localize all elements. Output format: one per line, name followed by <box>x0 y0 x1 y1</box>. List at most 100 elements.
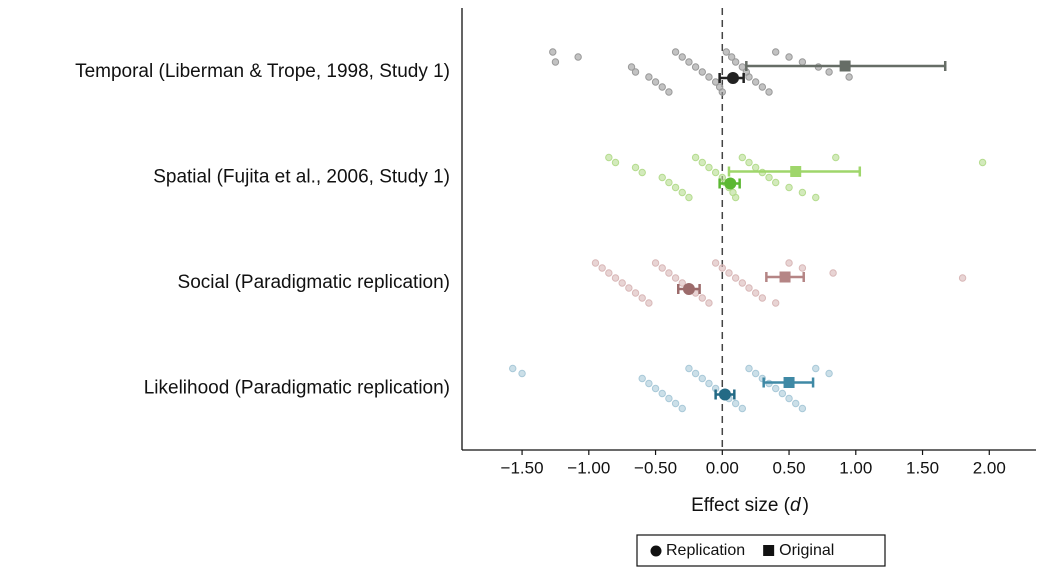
study-point <box>618 279 626 287</box>
study-point <box>631 289 640 297</box>
estimate-marker <box>724 177 737 190</box>
study-point <box>627 63 636 71</box>
study-point <box>978 158 987 167</box>
x-axis-title-part: ) <box>803 495 809 516</box>
study-point <box>829 269 837 277</box>
study-point <box>711 168 720 177</box>
study-point <box>958 274 967 282</box>
study-point <box>658 389 666 398</box>
study-point <box>785 53 793 61</box>
estimate-marker <box>783 377 795 388</box>
legend-marker <box>763 545 775 556</box>
study-point <box>745 364 753 373</box>
study-point <box>765 88 773 96</box>
study-point <box>798 188 807 197</box>
study-point <box>658 173 666 182</box>
study-point <box>678 279 686 287</box>
study-point <box>631 163 640 172</box>
study-point <box>771 299 780 307</box>
x-axis-title-part: d <box>790 495 802 516</box>
x-tick-label: 0.00 <box>706 458 739 477</box>
study-point <box>825 68 833 76</box>
study-point <box>678 53 686 61</box>
estimate-marker <box>779 271 791 283</box>
study-point <box>751 78 760 86</box>
x-tick-label: −1.00 <box>567 458 610 477</box>
study-point <box>549 48 557 56</box>
study-point <box>611 274 620 282</box>
study-point <box>745 73 753 81</box>
study-point <box>671 183 680 192</box>
study-point <box>645 379 653 388</box>
study-point <box>651 259 660 267</box>
study-point <box>731 399 740 408</box>
study-point <box>551 58 560 66</box>
study-point <box>798 264 807 272</box>
study-point <box>731 58 740 66</box>
study-point <box>798 58 807 66</box>
study-point <box>798 404 807 413</box>
study-point <box>658 264 666 272</box>
legend-label: Original <box>779 542 834 559</box>
study-point <box>685 193 693 202</box>
category-label: Spatial (Fujita et al., 2006, Study 1) <box>153 167 450 188</box>
study-point <box>591 259 600 267</box>
estimate-marker <box>726 72 739 84</box>
estimate-marker <box>718 388 731 401</box>
study-point <box>691 153 700 162</box>
study-point <box>605 269 613 277</box>
study-point <box>725 269 733 277</box>
study-point <box>825 369 833 378</box>
study-point <box>671 274 680 282</box>
study-point <box>638 168 646 177</box>
study-point <box>731 274 740 282</box>
study-point <box>711 259 720 267</box>
study-point <box>691 369 700 378</box>
study-point <box>751 163 760 172</box>
study-point <box>691 63 700 71</box>
x-tick-label: −1.50 <box>501 458 544 477</box>
study-point <box>845 73 853 81</box>
study-point <box>678 404 686 413</box>
study-point <box>605 153 613 162</box>
study-point <box>758 83 767 91</box>
study-point <box>745 158 753 167</box>
estimate-marker <box>682 283 695 295</box>
study-point <box>745 284 753 292</box>
study-point <box>685 58 693 66</box>
estimate-marker <box>790 166 802 177</box>
study-point <box>598 264 606 272</box>
study-point <box>638 374 646 383</box>
study-point <box>738 153 747 162</box>
study-point <box>705 379 713 388</box>
study-point <box>671 48 680 56</box>
study-point <box>718 264 727 272</box>
x-tick-label: 1.50 <box>906 458 939 477</box>
study-point <box>671 399 680 408</box>
x-tick-label: 1.00 <box>839 458 872 477</box>
study-point <box>738 279 747 287</box>
study-point <box>727 53 736 61</box>
x-axis-title: Effect size (d) <box>691 495 809 516</box>
study-point <box>832 153 840 162</box>
x-axis-title-part: Effect size ( <box>691 495 791 516</box>
study-point <box>665 394 673 403</box>
study-point <box>678 188 686 197</box>
study-point <box>611 158 620 167</box>
study-point <box>705 299 713 307</box>
study-point <box>771 48 780 56</box>
study-point <box>792 399 800 408</box>
x-tick-label: −0.50 <box>634 458 677 477</box>
study-point <box>665 88 673 96</box>
study-point <box>665 269 673 277</box>
estimate-marker <box>839 60 851 72</box>
study-point <box>738 404 747 413</box>
study-point <box>718 88 727 96</box>
study-point <box>751 369 760 378</box>
study-point <box>785 259 793 267</box>
x-tick-label: 2.00 <box>973 458 1006 477</box>
study-point <box>631 68 640 76</box>
study-point <box>698 294 706 302</box>
study-point <box>705 163 713 172</box>
